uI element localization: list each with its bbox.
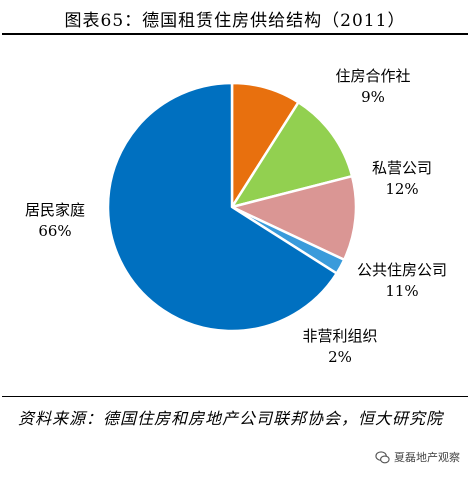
label-private-company: 私营公司 12% — [352, 158, 452, 200]
label-nonprofit-name: 非营利组织 — [302, 327, 378, 345]
label-households-pct: 66% — [38, 222, 72, 240]
chart-title: 图表65：德国租赁住房供给结构（2011） — [64, 11, 406, 31]
label-public-housing-pct: 11% — [385, 282, 419, 300]
label-public-housing: 公共住房公司 11% — [340, 260, 464, 302]
pie-svg — [106, 81, 358, 333]
watermark: 夏磊地产观察 — [375, 449, 460, 465]
pie-slice-1 — [230, 101, 354, 209]
label-housing-coop-name: 住房合作社 — [335, 67, 411, 85]
watermark-text: 夏磊地产观察 — [394, 451, 460, 464]
source-note: 资料来源：德国住房和房地产公司联邦协会，恒大研究院 — [18, 409, 444, 428]
pie-slice-2 — [230, 174, 358, 262]
label-public-housing-name: 公共住房公司 — [356, 261, 447, 279]
pie-chart: 住房合作社 9% 私营公司 12% 公共住房公司 11% 非营利组织 2% 居民… — [0, 36, 470, 396]
label-housing-coop: 住房合作社 9% — [318, 66, 428, 108]
label-nonprofit: 非营利组织 2% — [282, 326, 398, 368]
label-private-company-pct: 12% — [385, 180, 419, 198]
label-private-company-name: 私营公司 — [371, 159, 432, 177]
label-nonprofit-pct: 2% — [328, 348, 352, 366]
bottom-rule — [2, 396, 468, 397]
label-housing-coop-pct: 9% — [361, 88, 385, 106]
pie-slice-4 — [106, 81, 338, 333]
wechat-icon — [375, 450, 390, 463]
label-households-name: 居民家庭 — [24, 201, 85, 219]
top-rule — [2, 33, 468, 35]
label-households: 居民家庭 66% — [10, 200, 100, 242]
